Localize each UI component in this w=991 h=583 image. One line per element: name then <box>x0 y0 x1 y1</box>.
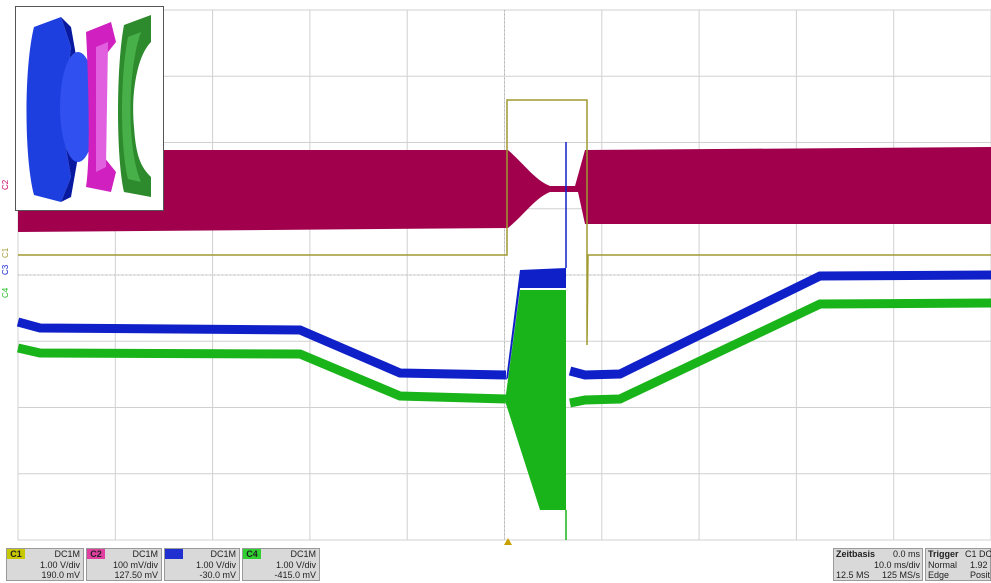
channel-c4-coupling: DC1M <box>290 549 316 559</box>
c3-burst <box>506 268 566 380</box>
trigger-type: Edge <box>928 570 950 580</box>
timebase-info[interactable]: Zeitbasis 0.0 ms 10.0 ms/div 12.5 MS 125… <box>833 548 923 581</box>
channel-c3-info[interactable]: C3 DC1M 1.00 V/div -30.0 mV <box>164 548 240 581</box>
channel-c1-scale: 1.00 V/div <box>39 560 80 570</box>
timebase-position: 0.0 ms <box>892 549 920 559</box>
trigger-position-marker[interactable] <box>504 538 512 545</box>
trigger-slope: Posit <box>970 570 991 580</box>
channel-c2-offset: 127.50 mV <box>114 570 158 580</box>
c3-waveform-right <box>568 270 991 380</box>
channel-c3-coupling: DC1M <box>210 549 236 559</box>
c4-waveform-right <box>569 298 991 408</box>
trigger-source: C1 DC <box>965 549 991 559</box>
channel-c1-tag: C1 <box>7 549 25 559</box>
c3-marker: C3 <box>1 264 10 275</box>
channel-c1-offset: 190.0 mV <box>41 570 80 580</box>
trigger-label: Trigger <box>928 549 959 559</box>
channel-c3-offset: -30.0 mV <box>199 570 236 580</box>
scope-screen: C2 C1 C3 C4 <box>1 6 991 545</box>
c3-waveform <box>16 317 507 380</box>
channel-c2-info[interactable]: C2 DC1M 100 mV/div 127.50 mV <box>86 548 162 581</box>
channel-c2-tag: C2 <box>87 549 105 559</box>
channel-c4-scale: 1.00 V/div <box>275 560 316 570</box>
channel-c4-info[interactable]: C4 DC1M 1.00 V/div -415.0 mV <box>242 548 320 581</box>
c4-waveform <box>17 343 507 404</box>
channel-c1-info[interactable]: C1 DC1M 1.00 V/div 190.0 mV <box>6 548 84 581</box>
c2-waveform <box>18 147 991 232</box>
c1-waveform <box>18 99 991 346</box>
waveform-plot: C2 C1 C3 C4 <box>1 9 991 545</box>
c1-marker: C1 <box>1 247 10 258</box>
channel-c3-scale: 1.00 V/div <box>195 560 236 570</box>
channel-c4-offset: -415.0 mV <box>274 570 316 580</box>
ring-cross-section-icon <box>26 15 151 202</box>
c4-marker: C4 <box>1 287 10 298</box>
timebase-scale: 10.0 ms/div <box>873 560 920 570</box>
c2-marker: C2 <box>1 179 10 190</box>
channel-c2-coupling: DC1M <box>132 549 158 559</box>
trigger-info[interactable]: Trigger C1 DC Normal 1.92 Edge Posit <box>925 548 991 581</box>
channel-c4-tag: C4 <box>243 549 261 559</box>
channel-c3-tag: C3 <box>165 549 183 559</box>
ring-cross-section-image <box>15 6 164 211</box>
timebase-rate: 125 MS/s <box>881 570 920 580</box>
status-bar: C1 DC1M 1.00 V/div 190.0 mV C2 DC1M 100 … <box>0 545 991 583</box>
channel-c1-coupling: DC1M <box>54 549 80 559</box>
timebase-label: Zeitbasis <box>836 549 876 559</box>
timebase-memory: 12.5 MS <box>836 570 870 580</box>
trigger-level: 1.92 <box>970 560 988 570</box>
channel-c2-scale: 100 mV/div <box>112 560 158 570</box>
c4-burst <box>506 290 566 510</box>
trigger-mode: Normal <box>928 560 958 570</box>
